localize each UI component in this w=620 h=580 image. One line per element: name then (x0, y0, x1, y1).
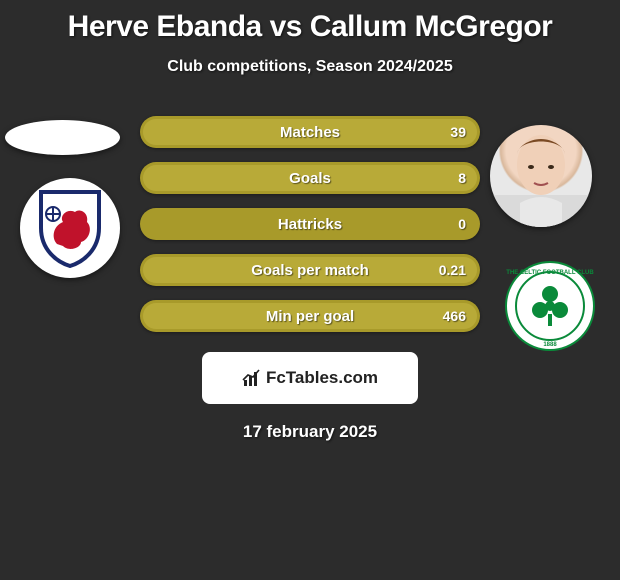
club-left-badge (20, 178, 120, 278)
stat-row: Min per goal 466 (140, 300, 480, 332)
stat-value-right: 39 (450, 124, 466, 140)
brand-text: FcTables.com (266, 368, 378, 388)
shield-icon (37, 188, 103, 268)
stat-row: Goals per match 0.21 (140, 254, 480, 286)
stat-row: Goals 8 (140, 162, 480, 194)
stat-label: Matches (280, 124, 340, 141)
stat-value-right: 466 (443, 308, 466, 324)
stat-row: Hattricks 0 (140, 208, 480, 240)
player-left-photo-placeholder (5, 120, 120, 155)
stat-label: Hattricks (278, 216, 342, 233)
stat-label: Goals per match (251, 262, 369, 279)
stat-label: Goals (289, 170, 331, 187)
svg-text:THE CELTIC FOOTBALL CLUB: THE CELTIC FOOTBALL CLUB (506, 270, 594, 276)
date-text: 17 february 2025 (0, 422, 620, 442)
player-right-photo (490, 125, 592, 227)
bar-chart-icon (242, 368, 262, 388)
page-title: Herve Ebanda vs Callum McGregor (0, 0, 620, 44)
stat-label: Min per goal (266, 308, 354, 325)
stat-row: Matches 39 (140, 116, 480, 148)
celtic-badge-icon: THE CELTIC FOOTBALL CLUB 1888 (504, 260, 596, 352)
svg-text:1888: 1888 (543, 342, 557, 348)
subtitle: Club competitions, Season 2024/2025 (0, 58, 620, 76)
stat-value-right: 8 (458, 170, 466, 186)
stat-value-right: 0.21 (439, 262, 466, 278)
stat-value-right: 0 (458, 216, 466, 232)
brand-box: FcTables.com (202, 352, 418, 404)
club-right-badge: THE CELTIC FOOTBALL CLUB 1888 (500, 256, 600, 356)
